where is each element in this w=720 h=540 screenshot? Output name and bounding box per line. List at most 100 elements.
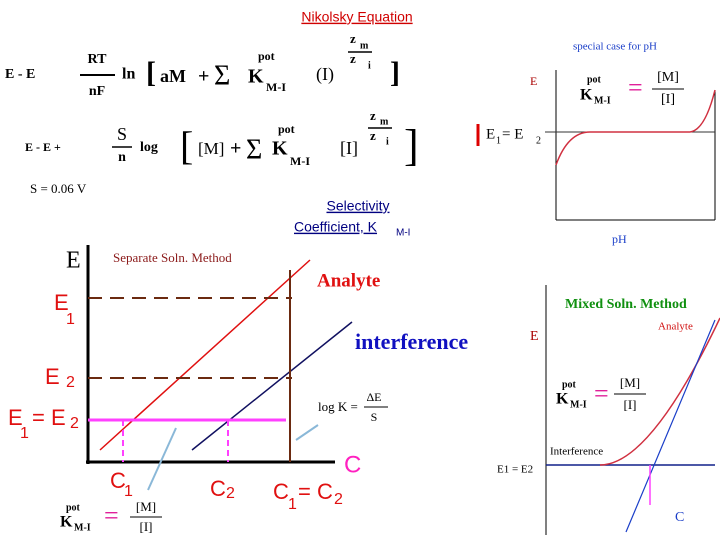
num: [M]: [657, 70, 679, 85]
c12-label: C: [273, 479, 289, 504]
eq-term: [M]: [198, 139, 224, 158]
analyte-curve: [599, 317, 720, 466]
eq-k: K: [248, 66, 264, 88]
e12-eq: = E: [32, 405, 66, 430]
interference-line: [191, 321, 353, 451]
level-label: E1 = E2: [497, 464, 533, 476]
e1-sub: 1: [66, 311, 75, 328]
separate-panel: E Separate Soln. Method Analyte interfer…: [8, 245, 468, 534]
num: [M]: [620, 375, 640, 390]
eq-k: K: [272, 138, 288, 160]
equation-1: E - E RT nF ln [ aM + Σ K pot M-I (I) z …: [5, 31, 400, 99]
selectivity-line2: Coefficient, K: [294, 219, 378, 235]
eq-term: aM: [160, 66, 186, 86]
c1-label: C: [110, 468, 126, 493]
den: [I]: [661, 92, 675, 107]
panel-caption: special case for pH: [573, 41, 657, 53]
eq-num: RT: [88, 52, 108, 67]
k-sub: M-I: [570, 399, 587, 410]
logk-num: ΔE: [366, 390, 381, 404]
eq-exp-num: z: [370, 108, 376, 123]
x-label: pH: [612, 232, 627, 246]
x-label: C: [344, 451, 361, 478]
y-label: E: [530, 329, 539, 344]
eq-sum: Σ: [246, 134, 262, 165]
eq-exp-num-sub: m: [380, 116, 389, 127]
title: Nikolsky Equation: [301, 9, 412, 25]
analyte-label: Analyte: [658, 321, 693, 333]
y-label: E: [530, 74, 537, 88]
interference-line: [625, 319, 716, 533]
selectivity-line1: Selectivity: [326, 198, 389, 214]
response-curve: [555, 89, 716, 166]
e12-label: E: [8, 405, 23, 430]
analyte-line: [99, 259, 311, 451]
eq-fn: log: [140, 140, 158, 155]
eq-open: [: [180, 123, 193, 168]
e2-label: E: [45, 364, 60, 389]
logk: log K =: [318, 399, 358, 414]
level-label: E: [486, 126, 495, 142]
c12-eq: = C: [298, 479, 333, 504]
selectivity-sub: M-I: [396, 228, 410, 239]
eq-k-sub: M-I: [266, 80, 286, 94]
eq-exp-den-sub: i: [386, 136, 389, 147]
eq-exp-den: z: [370, 128, 376, 143]
num: [M]: [136, 499, 156, 514]
ph-panel: special case for pH E K pot M-I = [M] [I…: [476, 41, 716, 246]
eq-sum: Σ: [214, 60, 230, 91]
eq-plus: +: [198, 66, 209, 88]
eq-plus: +: [230, 138, 241, 160]
e12-sub: 2: [70, 415, 79, 432]
e2-sub: 2: [66, 374, 75, 391]
k-sup: pot: [587, 74, 602, 85]
eq-lhs: E - E: [5, 67, 35, 82]
level-sub: 2: [536, 135, 541, 146]
y-label: E: [66, 248, 81, 274]
k-sub: M-I: [594, 95, 611, 106]
mixed-panel: Mixed Soln. Method Analyte E K pot M-I =…: [497, 285, 720, 535]
eq-fn: ln: [122, 66, 135, 83]
equals: =: [104, 501, 119, 530]
k-sup: pot: [66, 502, 81, 513]
k-sup: pot: [562, 379, 577, 390]
k: K: [60, 514, 73, 531]
eq-k-sup: pot: [278, 122, 295, 136]
panel-caption: Separate Soln. Method: [113, 250, 232, 265]
den: [I]: [624, 397, 637, 412]
equation-2: E - E + S n log [ [M] + Σ K pot M-I [I] …: [25, 108, 419, 170]
analyte-label: Analyte: [317, 270, 380, 291]
c12-sub: 2: [334, 491, 343, 508]
interference-label: Interference: [550, 446, 603, 458]
interference-label: interference: [355, 329, 468, 354]
eq-ion: (I): [316, 64, 334, 85]
den: [I]: [140, 519, 153, 534]
eq-exp-den-sub: i: [368, 60, 371, 71]
e12-sub: 1: [20, 425, 29, 442]
eq-close: ]: [390, 56, 400, 89]
c2-label: C: [210, 476, 226, 501]
panel-caption: Mixed Soln. Method: [565, 297, 687, 312]
arrow: [147, 427, 177, 491]
eq-num: S: [117, 124, 127, 144]
c2-sub: 2: [226, 485, 235, 502]
eq-exp-den: z: [350, 51, 356, 66]
k: K: [580, 87, 593, 104]
x-label: C: [675, 510, 684, 525]
e1-label: E: [54, 290, 69, 315]
k-sub: M-I: [74, 522, 91, 533]
eq-den: n: [118, 150, 126, 165]
level-sub: 1: [496, 135, 501, 146]
arrow: [295, 424, 319, 441]
equals: =: [594, 379, 609, 408]
eq-k-sub: M-I: [290, 154, 310, 168]
level-eq: = E: [502, 126, 523, 142]
eq-den: nF: [89, 84, 105, 99]
s-value: S = 0.06 V: [30, 181, 87, 196]
logk-den: S: [371, 410, 378, 424]
c12-sub: 1: [288, 496, 297, 513]
k: K: [556, 391, 569, 408]
equals: =: [628, 73, 643, 102]
eq-exp-num: z: [350, 31, 356, 46]
eq-exp-num-sub: m: [360, 40, 369, 51]
